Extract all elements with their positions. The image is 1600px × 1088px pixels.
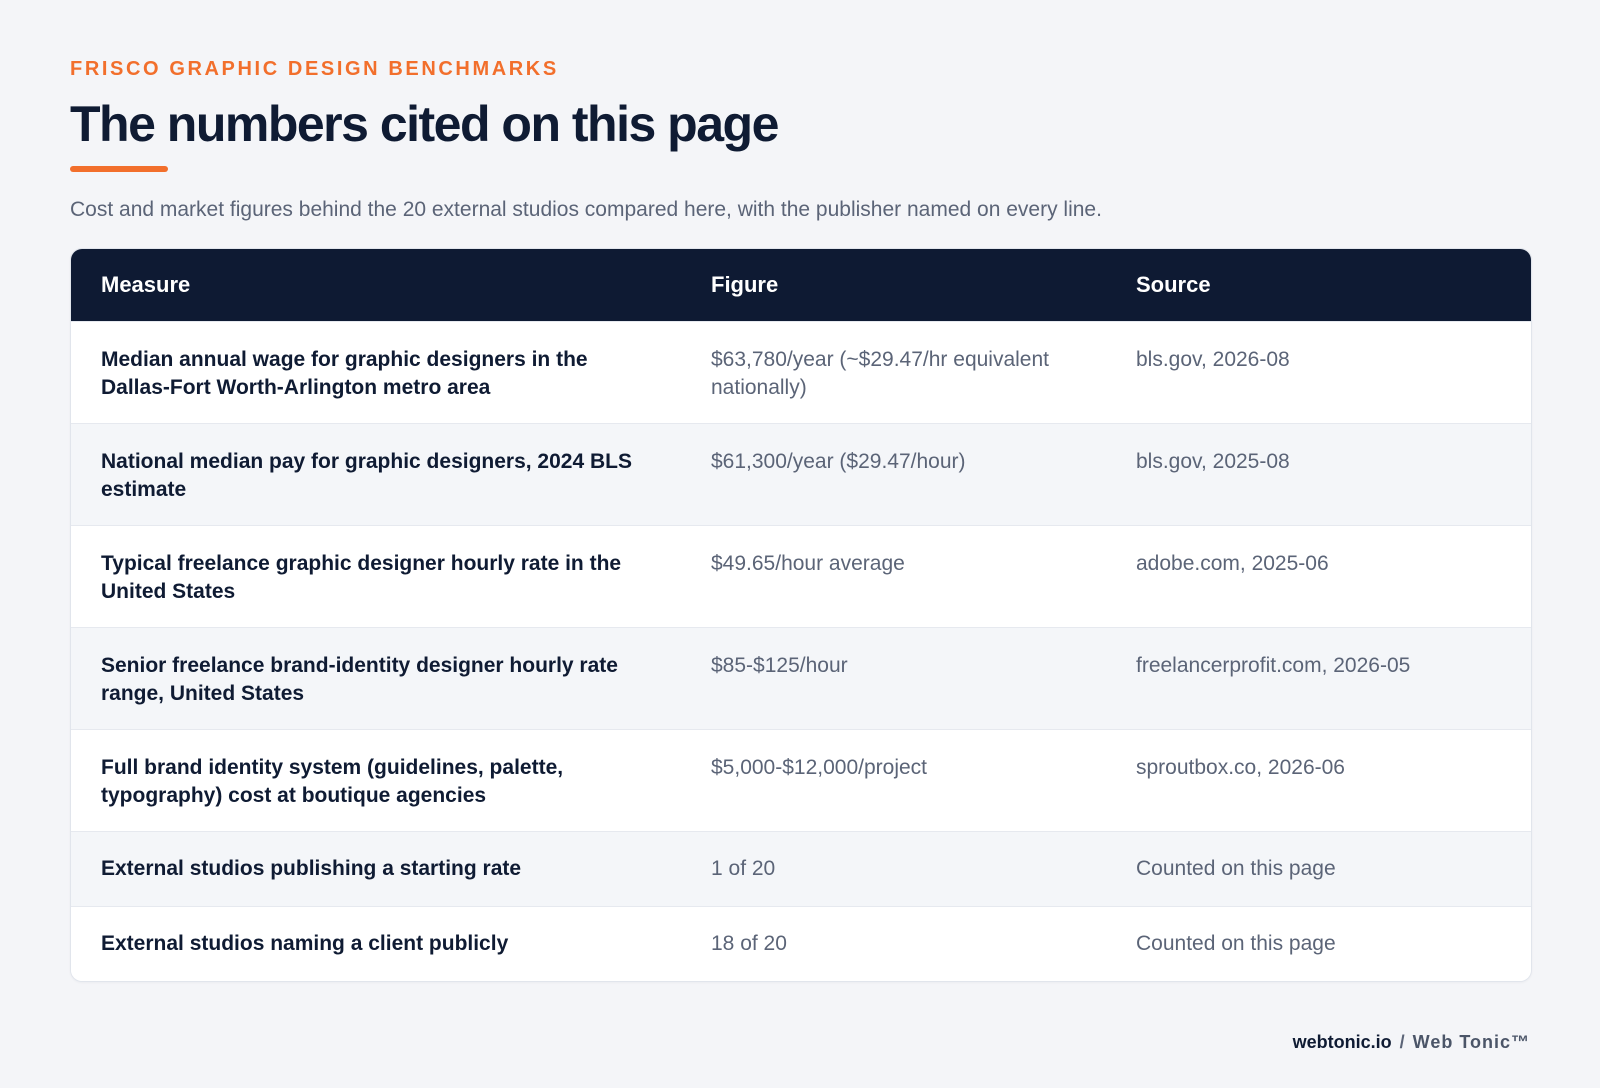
measure-cell: National median pay for graphic designer…: [101, 449, 632, 501]
measure-cell: Median annual wage for graphic designers…: [101, 347, 588, 399]
benchmarks-table-card: Measure Figure Source Median annual wage…: [70, 248, 1532, 982]
table-row: External studios publishing a starting r…: [71, 831, 1531, 906]
measure-cell: Senior freelance brand-identity designer…: [101, 653, 618, 705]
source-cell: sproutbox.co, 2026-06: [1136, 755, 1345, 779]
figure-cell: $61,300/year ($29.47/hour): [711, 449, 966, 473]
source-cell: adobe.com, 2025-06: [1136, 551, 1329, 575]
table-row: External studios naming a client publicl…: [71, 906, 1531, 981]
source-cell: bls.gov, 2026-08: [1136, 347, 1290, 371]
figure-cell: $85-$125/hour: [711, 653, 848, 677]
figure-cell: 18 of 20: [711, 931, 787, 955]
table-row: Full brand identity system (guidelines, …: [71, 729, 1531, 831]
table-row: Senior freelance brand-identity designer…: [71, 627, 1531, 729]
footer-brand: Web Tonic™: [1412, 1032, 1530, 1052]
page-title: The numbers cited on this page: [70, 96, 779, 152]
benchmarks-table: Measure Figure Source Median annual wage…: [71, 249, 1531, 981]
footer-credit: webtonic.io / Web Tonic™: [1293, 1030, 1530, 1054]
figure-cell: $49.65/hour average: [711, 551, 905, 575]
measure-cell: External studios naming a client publicl…: [101, 931, 509, 955]
table-row: Typical freelance graphic designer hourl…: [71, 525, 1531, 627]
column-header-measure: Measure: [101, 271, 191, 297]
table-header-row: Measure Figure Source: [71, 249, 1531, 321]
page-subtitle: Cost and market figures behind the 20 ex…: [70, 198, 1102, 221]
source-cell: bls.gov, 2025-08: [1136, 449, 1290, 473]
figure-cell: 1 of 20: [711, 856, 776, 880]
figure-cell: $63,780/year (~$29.47/hr equivalent nati…: [711, 347, 1049, 399]
figure-cell: $5,000-$12,000/project: [711, 755, 927, 779]
source-cell: Counted on this page: [1136, 856, 1336, 880]
measure-cell: Typical freelance graphic designer hourl…: [101, 551, 622, 603]
eyebrow-label: FRISCO GRAPHIC DESIGN BENCHMARKS: [70, 58, 559, 80]
title-accent-divider: [70, 166, 168, 172]
column-header-figure: Figure: [711, 271, 779, 297]
measure-cell: Full brand identity system (guidelines, …: [101, 755, 564, 807]
table-row: Median annual wage for graphic designers…: [71, 321, 1531, 423]
measure-cell: External studios publishing a starting r…: [101, 856, 522, 880]
footer-separator: /: [1399, 1032, 1405, 1052]
footer-domain: webtonic.io: [1292, 1032, 1392, 1052]
source-cell: freelancerprofit.com, 2026-05: [1136, 653, 1411, 677]
source-cell: Counted on this page: [1136, 931, 1336, 955]
table-row: National median pay for graphic designer…: [71, 423, 1531, 525]
column-header-source: Source: [1136, 271, 1211, 297]
